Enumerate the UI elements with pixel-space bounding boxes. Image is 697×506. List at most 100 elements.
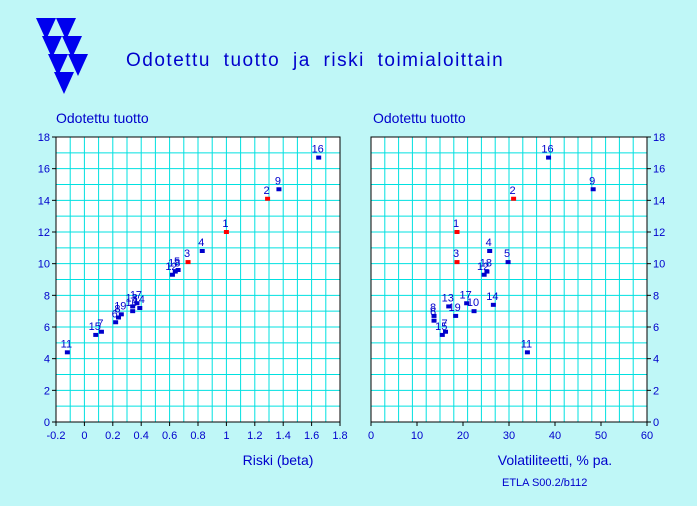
y-tick-label: 12 [653, 227, 665, 239]
x-tick-label: 50 [595, 430, 607, 442]
point-label-7: 7 [97, 318, 103, 330]
x-tick-label: 1.8 [332, 430, 347, 442]
point-label-2: 2 [510, 185, 516, 197]
data-point-17 [464, 301, 470, 306]
data-point-18 [172, 269, 178, 274]
y-axis-label: Odotettu tuotto [56, 110, 149, 126]
data-point-2 [511, 196, 517, 201]
point-label-3: 3 [453, 248, 459, 260]
data-point-8 [431, 313, 437, 318]
point-label-5: 5 [174, 256, 180, 268]
point-label-18: 18 [168, 258, 180, 270]
point-label-6: 6 [430, 307, 436, 319]
x-tick-label: 0.4 [134, 430, 149, 442]
y-axis-label: Odotettu tuotto [373, 110, 466, 126]
data-point-10 [130, 309, 136, 314]
data-point-11 [524, 350, 530, 355]
data-point-14 [137, 306, 143, 310]
y-tick-label: 8 [44, 290, 50, 302]
point-label-8: 8 [114, 304, 120, 316]
point-label-15: 15 [435, 321, 447, 333]
x-tick-label: 0.8 [190, 430, 205, 442]
x-tick-label: 1.2 [247, 430, 262, 442]
data-point-5 [505, 260, 511, 265]
point-label-9: 9 [589, 175, 595, 187]
data-point-7 [443, 329, 449, 334]
x-tick-label: 1.6 [304, 430, 319, 442]
y-tick-label: 8 [653, 290, 659, 302]
point-label-19: 19 [449, 302, 461, 314]
x-tick-label: 1.4 [276, 430, 291, 442]
data-point-19 [118, 312, 124, 317]
data-point-9 [276, 187, 282, 192]
data-point-1 [454, 230, 460, 234]
data-point-15 [93, 332, 99, 337]
data-point-2 [265, 196, 271, 201]
x-tick-label: 20 [457, 430, 469, 442]
y-tick-label: 2 [653, 385, 659, 397]
x-tick-label: 0 [368, 430, 374, 442]
point-label-13: 13 [126, 292, 138, 304]
point-label-1: 1 [453, 218, 459, 230]
point-label-18: 18 [480, 258, 492, 270]
y-tick-label: 18 [38, 132, 50, 144]
point-label-1: 1 [222, 218, 228, 230]
y-tick-label: 4 [44, 354, 50, 366]
point-label-5: 5 [504, 248, 510, 260]
point-label-12: 12 [477, 261, 489, 273]
point-label-3: 3 [184, 248, 190, 260]
x-tick-label: 1 [223, 430, 229, 442]
page-title: Odotettu tuotto ja riski toimialoittain [126, 50, 505, 71]
data-point-17 [134, 301, 140, 306]
point-label-6: 6 [112, 308, 118, 320]
point-label-10: 10 [126, 297, 138, 309]
point-label-16: 16 [312, 144, 324, 156]
data-point-8 [115, 315, 121, 320]
data-point-12 [169, 272, 175, 277]
point-label-16: 16 [541, 144, 553, 156]
point-label-17: 17 [130, 289, 142, 301]
point-label-7: 7 [441, 318, 447, 330]
y-tick-label: 6 [653, 322, 659, 334]
y-tick-label: 0 [44, 417, 50, 429]
x-tick-label: 40 [549, 430, 561, 442]
x-tick-label: 0 [81, 430, 87, 442]
data-point-18 [484, 269, 490, 274]
data-point-4 [199, 249, 205, 253]
point-label-14: 14 [133, 294, 145, 306]
data-point-6 [431, 318, 437, 323]
data-point-14 [490, 302, 496, 307]
data-point-9 [590, 187, 596, 192]
data-point-15 [439, 332, 445, 337]
x-tick-label: 60 [641, 430, 653, 442]
y-tick-label: 0 [653, 417, 659, 429]
point-label-2: 2 [264, 185, 270, 197]
y-tick-label: 12 [38, 227, 50, 239]
data-point-12 [481, 272, 487, 277]
x-axis-label: Volatiliteetti, % pa. [498, 452, 612, 468]
data-point-5 [175, 268, 181, 272]
y-tick-label: 14 [653, 195, 665, 207]
point-label-14: 14 [486, 291, 498, 303]
data-point-16 [316, 155, 322, 160]
x-tick-label: 30 [503, 430, 515, 442]
data-point-6 [113, 320, 119, 325]
point-label-13: 13 [442, 292, 454, 304]
x-tick-label: 0.6 [162, 430, 177, 442]
y-tick-label: 6 [44, 322, 50, 334]
data-point-11 [64, 350, 70, 355]
point-label-11: 11 [61, 338, 72, 350]
y-tick-label: 16 [653, 164, 665, 176]
data-point-4 [487, 249, 493, 253]
data-point-1 [223, 230, 229, 234]
point-label-4: 4 [486, 237, 492, 249]
y-tick-label: 2 [44, 385, 50, 397]
x-tick-label: -0.2 [47, 430, 66, 442]
y-tick-label: 10 [38, 259, 50, 271]
point-label-8: 8 [430, 302, 436, 314]
x-tick-label: 10 [411, 430, 423, 442]
etla-logo [36, 18, 88, 94]
data-point-10 [471, 309, 477, 314]
